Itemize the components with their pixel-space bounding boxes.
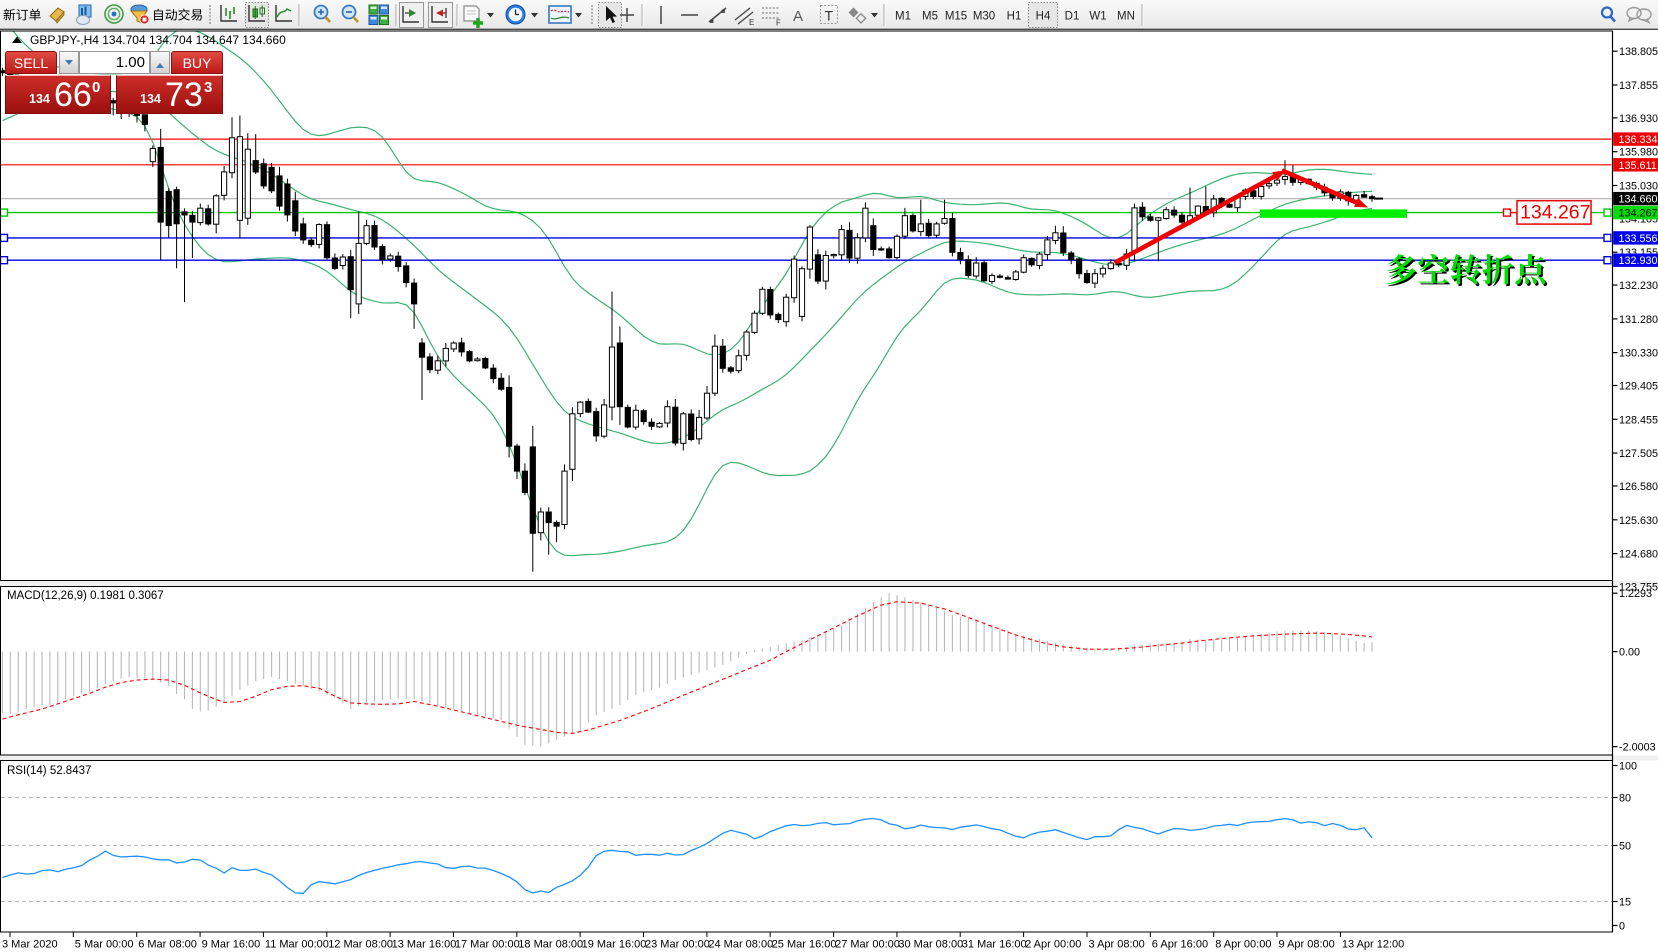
svg-text:6 Mar 08:00: 6 Mar 08:00 — [138, 939, 197, 951]
svg-text:132.230: 132.230 — [1619, 280, 1658, 292]
svg-text:MACD(12,26,9) 0.1981 0.3067: MACD(12,26,9) 0.1981 0.3067 — [7, 590, 164, 602]
svg-text:123.755: 123.755 — [1619, 582, 1658, 594]
svg-text:5 Mar 00:00: 5 Mar 00:00 — [75, 939, 134, 951]
svg-text:129.405: 129.405 — [1619, 381, 1658, 393]
svg-text:23 Mar 00:00: 23 Mar 00:00 — [645, 939, 710, 951]
svg-text:134.267: 134.267 — [1619, 208, 1658, 220]
svg-text:M30: M30 — [973, 11, 995, 23]
svg-text:RSI(14) 52.8437: RSI(14) 52.8437 — [7, 765, 91, 777]
svg-text:130.330: 130.330 — [1619, 348, 1658, 360]
svg-text:13 Mar 16:00: 13 Mar 16:00 — [392, 939, 457, 951]
svg-text:MN: MN — [1117, 11, 1135, 23]
svg-text:H4: H4 — [1036, 11, 1051, 23]
svg-text:31 Mar 16:00: 31 Mar 16:00 — [962, 939, 1027, 951]
svg-text:1.2293: 1.2293 — [1619, 588, 1652, 600]
svg-text:D1: D1 — [1065, 11, 1080, 23]
svg-text:9 Mar 16:00: 9 Mar 16:00 — [202, 939, 261, 951]
svg-text:H1: H1 — [1007, 11, 1022, 23]
svg-text:6 Apr 16:00: 6 Apr 16:00 — [1152, 939, 1208, 951]
svg-text:0.00: 0.00 — [1619, 647, 1640, 659]
svg-text:M15: M15 — [945, 11, 967, 23]
svg-text:126.580: 126.580 — [1619, 481, 1658, 493]
svg-text:19 Mar 16:00: 19 Mar 16:00 — [582, 939, 647, 951]
svg-text:133.556: 133.556 — [1619, 233, 1658, 245]
svg-text:18 Mar 08:00: 18 Mar 08:00 — [518, 939, 583, 951]
svg-text:100: 100 — [1619, 761, 1637, 773]
svg-text:A: A — [793, 8, 803, 25]
svg-text:15: 15 — [1619, 897, 1631, 909]
svg-text:17 Mar 00:00: 17 Mar 00:00 — [455, 939, 520, 951]
svg-text:127.505: 127.505 — [1619, 448, 1658, 460]
svg-text:M1: M1 — [895, 11, 911, 23]
svg-text:24 Mar 08:00: 24 Mar 08:00 — [708, 939, 773, 951]
svg-text:8 Apr 00:00: 8 Apr 00:00 — [1215, 939, 1271, 951]
svg-text:GBPJPY-,H4 134.704 134.704 13: GBPJPY-,H4 134.704 134.704 134.647 134.6… — [30, 33, 286, 47]
svg-text:131.280: 131.280 — [1619, 314, 1658, 326]
svg-text:80: 80 — [1619, 793, 1631, 805]
svg-text:134.267: 134.267 — [1520, 202, 1591, 224]
svg-text:125.630: 125.630 — [1619, 515, 1658, 527]
svg-text:128.455: 128.455 — [1619, 414, 1658, 426]
svg-text:135.611: 135.611 — [1619, 160, 1657, 172]
svg-text:25 Mar 16:00: 25 Mar 16:00 — [772, 939, 837, 951]
svg-text:M5: M5 — [922, 11, 938, 23]
svg-text:3 Apr 08:00: 3 Apr 08:00 — [1089, 939, 1145, 951]
svg-text:135.980: 135.980 — [1619, 147, 1658, 159]
svg-text:138.805: 138.805 — [1619, 46, 1658, 58]
svg-text:132.930: 132.930 — [1619, 255, 1658, 267]
svg-text:137.855: 137.855 — [1619, 80, 1658, 92]
svg-text:11 Mar 00:00: 11 Mar 00:00 — [265, 939, 329, 951]
svg-text:E: E — [749, 18, 754, 27]
svg-text:-2.0003: -2.0003 — [1619, 742, 1656, 754]
svg-text:124.680: 124.680 — [1619, 549, 1658, 561]
svg-text:3 Mar 2020: 3 Mar 2020 — [2, 939, 58, 951]
svg-text:135.030: 135.030 — [1619, 181, 1658, 193]
svg-text:T: T — [825, 8, 834, 24]
svg-text:W1: W1 — [1089, 11, 1106, 23]
svg-text:50: 50 — [1619, 841, 1631, 853]
svg-text:F: F — [776, 19, 781, 28]
svg-text:12 Mar 08:00: 12 Mar 08:00 — [328, 939, 393, 951]
svg-text:27 Mar 00:00: 27 Mar 00:00 — [835, 939, 900, 951]
svg-text:13 Apr 12:00: 13 Apr 12:00 — [1342, 939, 1404, 951]
svg-text:30 Mar 08:00: 30 Mar 08:00 — [898, 939, 963, 951]
svg-text:134.660: 134.660 — [1619, 194, 1658, 206]
svg-text:2 Apr 00:00: 2 Apr 00:00 — [1025, 939, 1081, 951]
svg-text:136.930: 136.930 — [1619, 113, 1658, 125]
svg-text:9 Apr 08:00: 9 Apr 08:00 — [1279, 939, 1335, 951]
svg-text:0: 0 — [1619, 921, 1625, 933]
svg-text:136.334: 136.334 — [1619, 134, 1658, 146]
